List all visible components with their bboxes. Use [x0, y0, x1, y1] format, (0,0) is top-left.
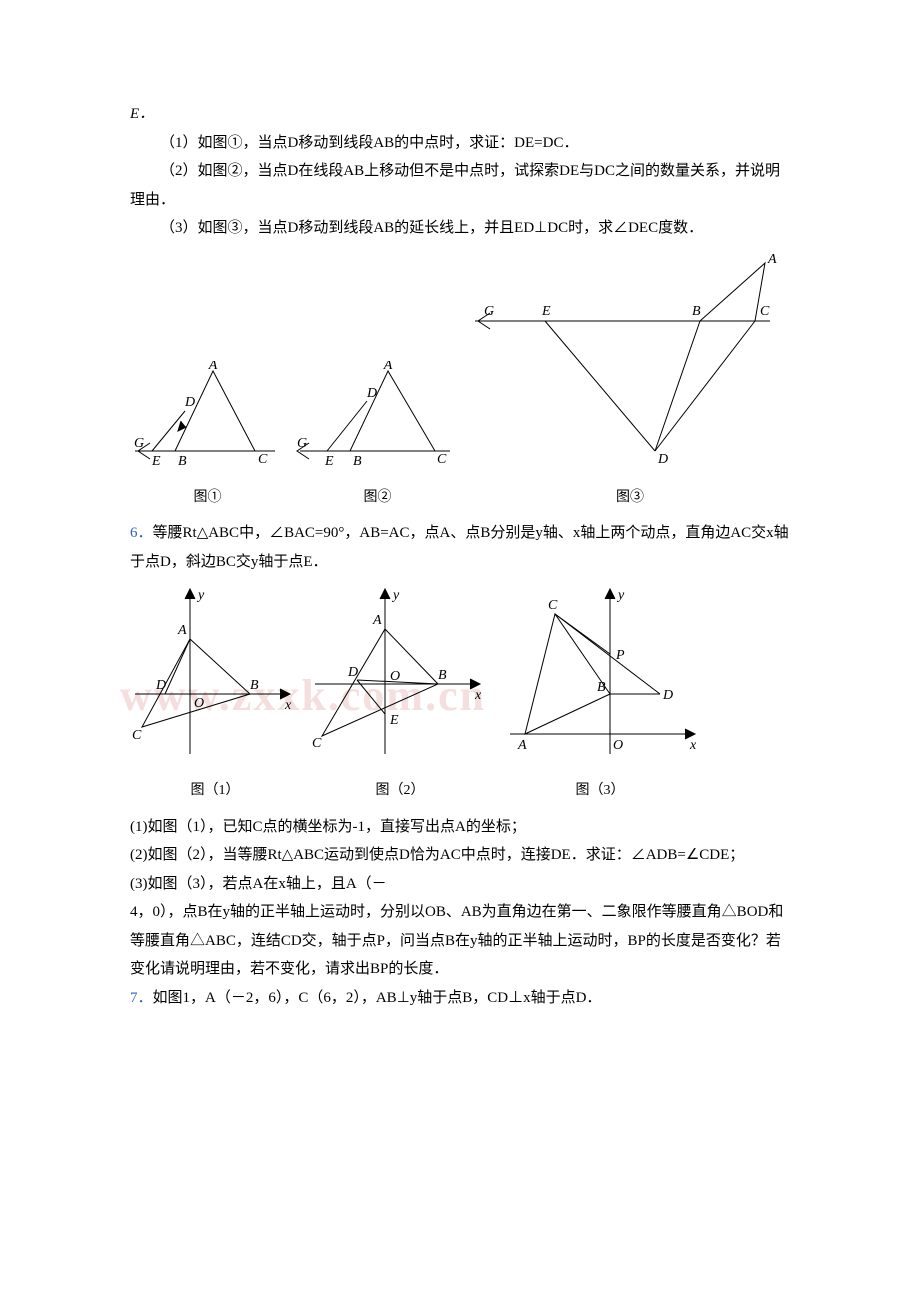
- svg-text:C: C: [312, 736, 322, 751]
- svg-text:O: O: [390, 669, 400, 684]
- svg-text:B: B: [438, 668, 447, 683]
- svg-text:B: B: [178, 454, 187, 469]
- svg-text:O: O: [194, 696, 204, 711]
- svg-text:A: A: [372, 613, 382, 628]
- svg-text:B: B: [250, 678, 259, 693]
- svg-text:A: A: [208, 361, 218, 373]
- fig5-2: A D G E B C 图②: [295, 361, 460, 512]
- svg-text:y: y: [616, 588, 625, 603]
- svg-text:D: D: [662, 688, 673, 703]
- q6-text: 等腰Rt△ABC中，∠BAC=90°，AB=AC，点A、点B分别是y轴、x轴上两…: [130, 525, 789, 570]
- svg-text:G: G: [134, 436, 144, 451]
- q6-sub1: (1)如图（1），已知C点的横坐标为-1，直接写出点A的坐标；: [130, 813, 790, 842]
- q6-num: 6．: [130, 525, 153, 541]
- q7-num: 7．: [130, 990, 153, 1006]
- line-e: E．: [130, 100, 790, 129]
- q7-text: 如图1，A（－2，6），C（6，2），AB⊥y轴于点B，CD⊥x轴于点D．: [153, 990, 602, 1006]
- svg-text:C: C: [132, 728, 142, 743]
- svg-text:D: D: [347, 665, 358, 680]
- para-1: （1）如图①，当点D移动到线段AB的中点时，求证：DE=DC．: [130, 129, 790, 158]
- svg-text:A: A: [383, 361, 393, 373]
- svg-text:D: D: [184, 395, 195, 410]
- q6-sub3a: (3)如图（3），若点A在x轴上，且A（－: [130, 870, 790, 899]
- q6-sub2: (2)如图（2），当等腰Rt△ABC运动到使点D恰为AC中点时，连接DE．求证：…: [130, 841, 790, 870]
- svg-text:A: A: [177, 623, 187, 638]
- svg-text:D: D: [657, 452, 668, 467]
- svg-text:A: A: [767, 252, 777, 267]
- svg-text:G: G: [484, 304, 494, 319]
- fig5-1: A D G E B C 图①: [130, 361, 285, 512]
- svg-text:y: y: [196, 588, 205, 603]
- fig6-2-caption: 图（2）: [376, 778, 425, 805]
- svg-text:E: E: [324, 454, 334, 469]
- fig6-1-caption: 图（1）: [191, 778, 240, 805]
- figure-row-6: y x A D O B C 图（1）: [130, 584, 790, 805]
- fig5-3: A B C G E D 图③: [470, 251, 790, 512]
- para-3: （3）如图③，当点D移动到线段AB的延长线上，并且ED⊥DC时，求∠DEC度数．: [130, 214, 790, 243]
- q6-sub3b: 4，0），点B在y轴的正半轴上运动时，分别以OB、AB为直角边在第一、二象限作等…: [130, 898, 790, 984]
- svg-text:D: D: [366, 386, 377, 401]
- svg-text:D: D: [155, 678, 166, 693]
- fig6-1: y x A D O B C 图（1）: [130, 584, 300, 805]
- svg-text:E: E: [541, 304, 551, 319]
- fig6-3-caption: 图（3）: [576, 778, 625, 805]
- figure-row-5: A D G E B C 图① A: [130, 251, 790, 512]
- svg-text:E: E: [389, 713, 399, 728]
- para-2: （2）如图②，当点D在线段AB上移动但不是中点时，试探索DE与DC之间的数量关系…: [130, 157, 790, 214]
- svg-text:B: B: [692, 304, 701, 319]
- svg-text:C: C: [760, 304, 770, 319]
- fig5-1-caption: 图①: [194, 485, 222, 512]
- fig5-2-caption: 图②: [364, 485, 392, 512]
- svg-text:G: G: [297, 436, 307, 451]
- svg-text:E: E: [151, 454, 161, 469]
- svg-text:O: O: [613, 738, 623, 753]
- svg-text:C: C: [548, 598, 558, 613]
- svg-text:y: y: [391, 588, 400, 603]
- fig5-3-caption: 图③: [616, 485, 644, 512]
- svg-text:x: x: [284, 698, 292, 713]
- q7-line: 7．如图1，A（－2，6），C（6，2），AB⊥y轴于点B，CD⊥x轴于点D．: [130, 984, 790, 1013]
- fig6-3: y x C P B D A O 图（3）: [500, 584, 700, 805]
- svg-text:x: x: [474, 688, 482, 703]
- svg-text:A: A: [517, 738, 527, 753]
- svg-text:C: C: [437, 452, 447, 467]
- q6-line: 6．等腰Rt△ABC中，∠BAC=90°，AB=AC，点A、点B分别是y轴、x轴…: [130, 519, 790, 576]
- fig6-2: y x A D O B C E 图（2）: [310, 584, 490, 805]
- svg-text:B: B: [353, 454, 362, 469]
- svg-text:C: C: [258, 452, 268, 467]
- svg-text:x: x: [689, 738, 697, 753]
- svg-text:P: P: [615, 648, 625, 663]
- svg-text:B: B: [597, 680, 606, 695]
